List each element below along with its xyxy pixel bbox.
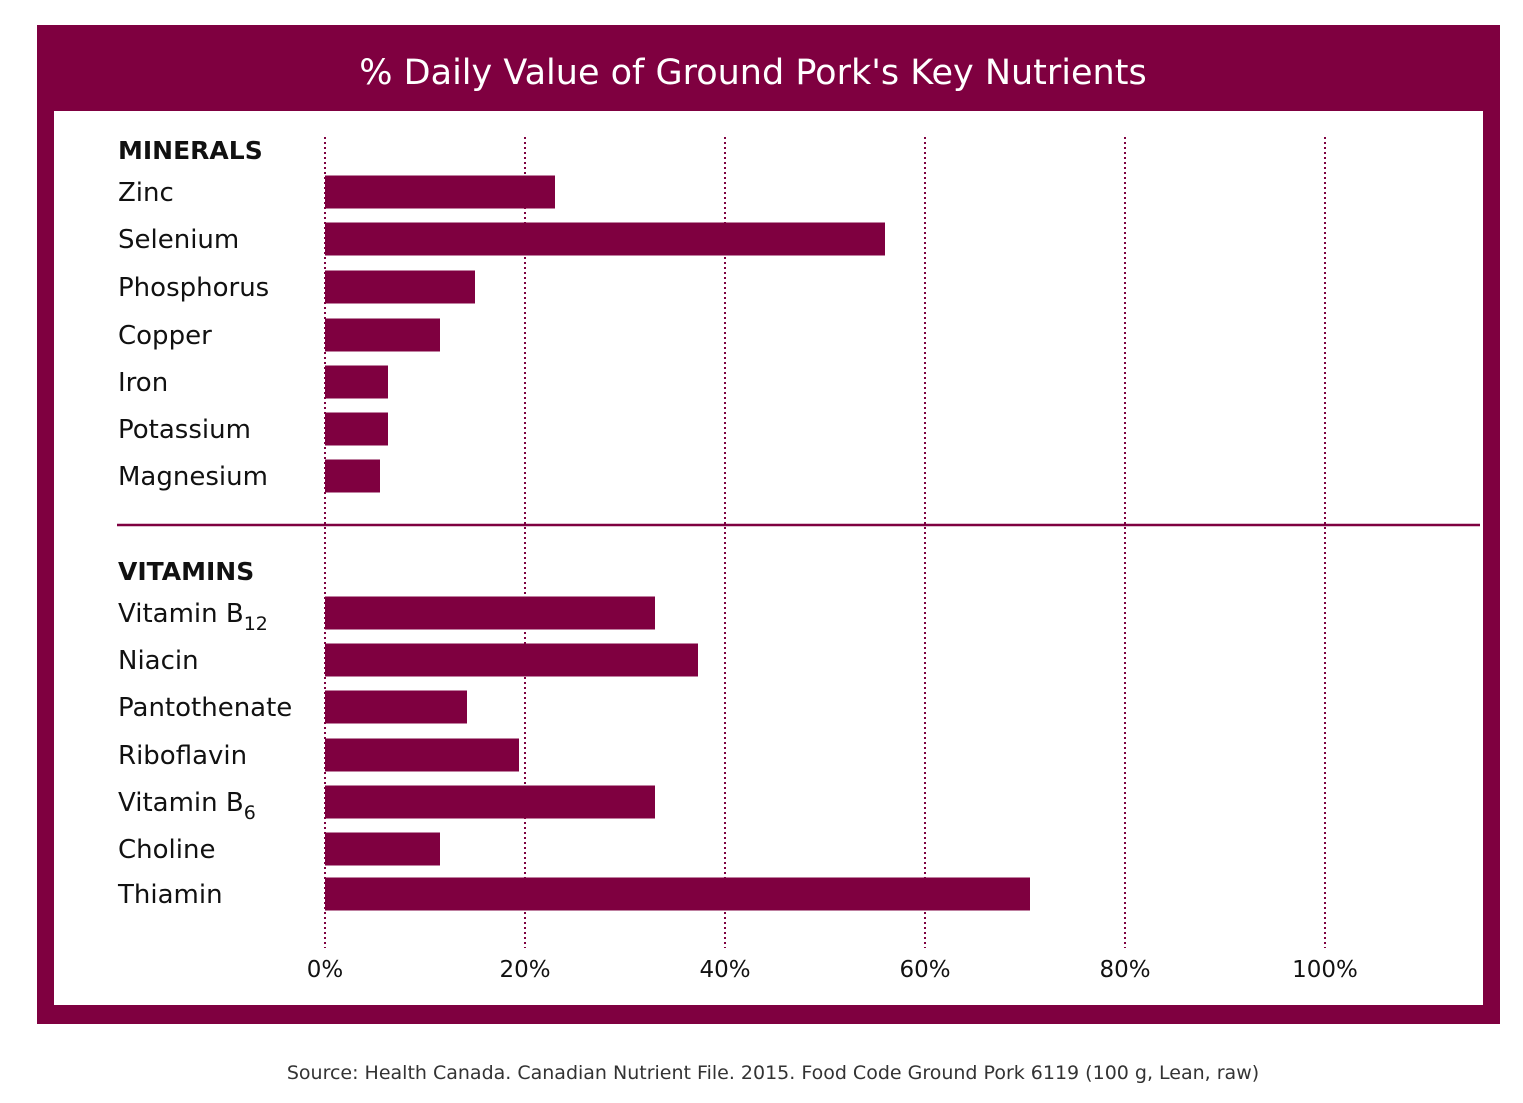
section-header: VITAMINS [118,557,254,586]
category-label-text: Pantothenate [118,693,292,723]
bar [325,690,467,724]
bar [325,643,698,677]
category-label: Thiamin [117,880,223,910]
category-label: Riboflavin [118,741,247,771]
category-label: Choline [118,835,215,865]
bar [325,175,555,209]
category-label: Pantothenate [118,693,292,723]
chart-title: % Daily Value of Ground Pork's Key Nutri… [359,53,1146,93]
category-label: Zinc [118,178,174,208]
category-label-text: Niacin [118,646,199,676]
bar [325,785,655,819]
category-label-text: Phosphorus [118,273,269,303]
bar [325,877,1030,911]
bar [325,222,885,256]
category-label: Vitamin B6 [118,788,256,824]
category-label-text: Selenium [118,225,239,255]
x-axis-ticks: 0% 20% 40% 60% 80% 100% [307,957,1358,983]
bar [325,738,519,772]
category-label-subscript: 6 [244,802,256,824]
x-tick-label: 20% [499,957,550,983]
bar [325,596,655,630]
category-label: Magnesium [118,462,268,492]
x-tick-label: 80% [1099,957,1150,983]
category-label-text: Zinc [118,178,174,208]
x-tick-label: 60% [899,957,950,983]
category-label-text: Magnesium [118,462,268,492]
x-tick-label: 100% [1292,957,1358,983]
category-label: Copper [118,321,212,351]
category-label-text: Thiamin [117,880,223,910]
category-label-text: Copper [118,321,212,351]
category-label-text: Potassium [118,415,251,445]
x-tick-label: 0% [307,957,344,983]
category-labels: MINERALS Zinc Selenium Phosphorus Copper Iron… [117,136,292,910]
category-label: Potassium [118,415,251,445]
plot-panel [54,111,1483,1005]
category-label-text: Vitamin B [118,788,244,818]
category-label-text: Riboflavin [118,741,247,771]
section-header: MINERALS [118,136,263,165]
category-label: Selenium [118,225,239,255]
category-label-subscript: 12 [244,613,268,635]
category-label-text: Iron [118,368,168,398]
category-label: Vitamin B12 [118,599,268,635]
category-label: Iron [118,368,168,398]
x-tick-label: 40% [699,957,750,983]
bar [325,459,380,493]
bars [325,175,1030,911]
category-label: Niacin [118,646,199,676]
category-label-text: Vitamin B [118,599,244,629]
category-label-text: Choline [118,835,215,865]
source-note: Source: Health Canada. Canadian Nutrient… [287,1062,1259,1084]
category-label: Phosphorus [118,273,269,303]
bar [325,318,440,352]
bar [325,365,388,399]
bar [325,270,475,304]
bar [325,832,440,866]
bar [325,412,388,446]
